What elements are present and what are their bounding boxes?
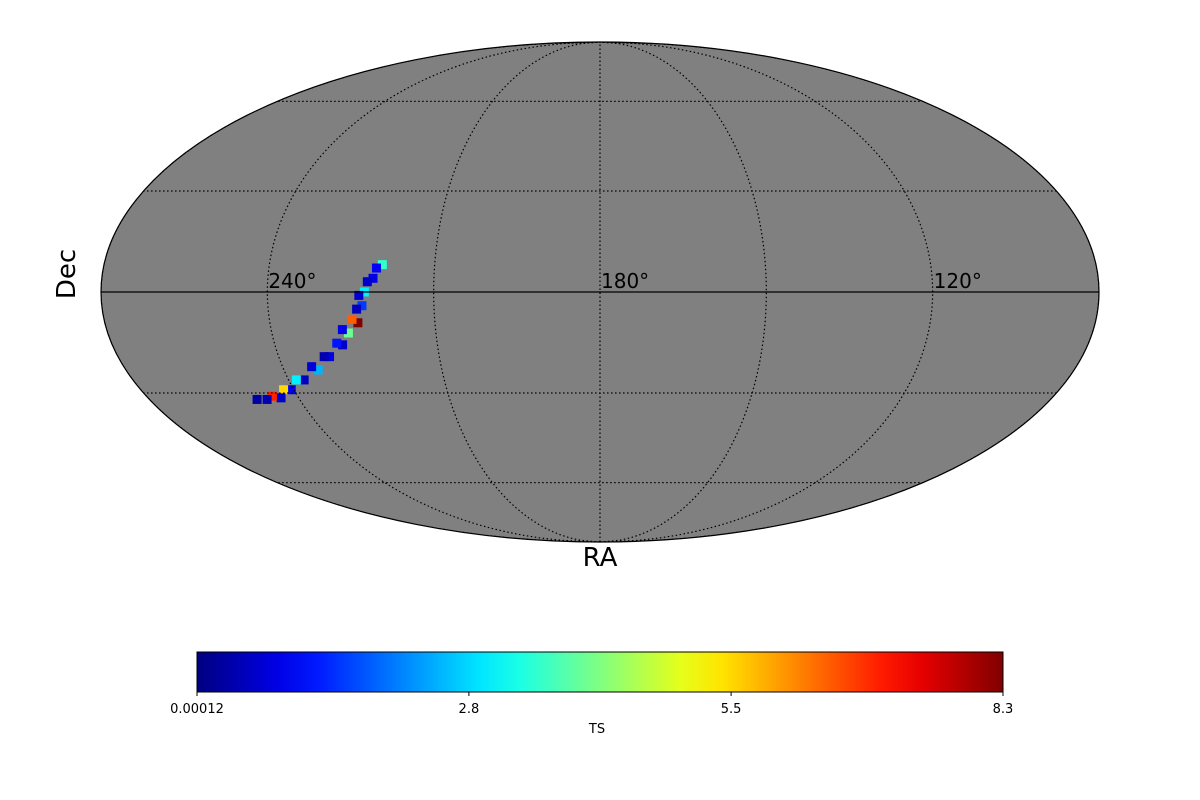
y-axis-label: Dec xyxy=(52,249,82,299)
x-axis-label: RA xyxy=(583,543,618,573)
sky-pixel xyxy=(262,394,272,404)
ra-tick-label: 120° xyxy=(934,269,982,293)
sky-pixel xyxy=(279,385,289,395)
ra-tick-label: 240° xyxy=(268,269,316,293)
sky-pixel xyxy=(313,365,323,375)
colorbar-label: TS xyxy=(588,722,605,737)
sky-pixel xyxy=(357,301,367,311)
sky-pixel xyxy=(347,314,357,324)
ra-tick-label: 180° xyxy=(601,269,649,293)
colorbar xyxy=(196,651,1004,693)
sky-pixel xyxy=(299,375,309,385)
sky-outline xyxy=(100,41,1100,543)
sky-pixel xyxy=(343,328,353,338)
colorbar-tick-label: 0.00012 xyxy=(170,702,224,717)
sky-pixel xyxy=(276,393,286,403)
colorbar-tick-label: 5.5 xyxy=(721,702,742,717)
sky-pixel xyxy=(368,273,378,283)
sky-pixel xyxy=(377,260,387,270)
colorbar-tick-label: 8.3 xyxy=(993,702,1014,717)
colorbar-tick-label: 2.8 xyxy=(459,702,480,717)
sky-pixel xyxy=(362,277,372,287)
sky-pixel xyxy=(319,352,329,362)
sky-pixel xyxy=(354,290,364,300)
sky-pixel xyxy=(291,375,301,385)
sky-pixel xyxy=(332,338,342,348)
sky-pixel xyxy=(325,352,335,362)
sky-pixel xyxy=(267,391,277,401)
sky-pixel xyxy=(338,340,348,350)
sky-pixel xyxy=(352,304,362,314)
sky-pixel xyxy=(307,362,317,372)
sky-pixel xyxy=(286,385,296,395)
sky-pixel xyxy=(371,263,381,273)
sky-pixel xyxy=(337,325,347,335)
sky-pixel xyxy=(252,394,262,404)
sky-pixel xyxy=(353,318,363,328)
meridian xyxy=(433,42,601,542)
